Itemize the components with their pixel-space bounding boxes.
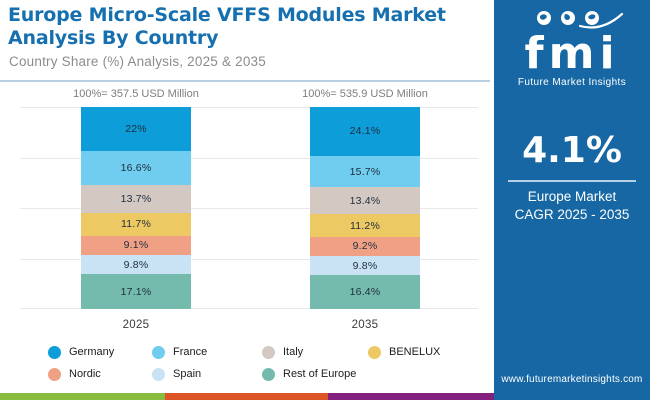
legend-item-germany: Germany [48,345,152,359]
segment-value-label: 16.6% [120,162,152,175]
x-axis-label-2025: 2025 [122,319,150,331]
gridline [20,208,478,209]
segment-value-label: 17.1% [120,285,152,298]
segment-value-label: 16.4% [349,285,381,298]
page-subtitle: Country Share (%) Analysis, 2025 & 2035 [9,54,266,69]
bar-segment-italy-2035: 13.4% [310,187,420,215]
segment-value-label: 11.2% [350,219,380,232]
legend-item-benelux: BENELUX [368,345,488,359]
legend-label: Germany [69,346,115,358]
footer-stripe [0,393,494,400]
legend-item-spain: Spain [152,367,262,381]
bar-segment-nordic-2035: 9.2% [310,237,420,256]
footer-stripe-segment [165,393,328,400]
header-divider [0,80,490,82]
segment-value-label: 15.7% [349,165,381,178]
segment-value-label: 9.1% [123,239,149,252]
segment-value-label: 13.7% [120,192,152,205]
legend-item-italy: Italy [262,345,368,359]
legend-item-rest-of-europe: Rest of Europe [262,367,368,381]
cagr-divider [508,180,636,182]
bar-segment-nordic-2025: 9.1% [81,236,191,255]
segment-value-label: 9.2% [352,240,378,253]
bar-segment-germany-2025: 22% [81,107,191,152]
bar-segment-france-2025: 16.6% [81,151,191,185]
chart-panel: Europe Micro-Scale VFFS Modules Market A… [0,4,494,400]
segment-value-label: 11.7% [121,218,151,231]
brand-sidebar: fmi Future Market Insights 4.1% Europe M… [494,0,650,400]
stacked-bar-chart: 100%= 357.5 USD Million 100%= 535.9 USD … [0,85,494,335]
stacked-bar-2025: 22% 16.6% 13.7% 11.7% 9.1% 9.8% 17.1% [81,107,191,309]
legend-label: Spain [173,368,202,380]
legend-item-nordic: Nordic [48,367,152,381]
bar-segment-rest-of-europe-2035: 16.4% [310,275,420,309]
legend-label: BENELUX [389,346,441,358]
gridline [20,308,478,309]
legend-swatch [262,367,275,381]
bar-total-label-2035: 100%= 535.9 USD Million [302,88,428,100]
legend-swatch [152,367,165,381]
cagr-market-label: Europe Market [527,189,617,204]
gridline [20,157,478,159]
fmi-logo-tagline: Future Market Insights [517,76,627,88]
segment-value-label: 13.4% [349,194,381,207]
fmi-logo-text: fmi [524,28,620,79]
footer-stripe-segment [0,393,165,400]
legend-label: Italy [283,346,304,358]
gridline [20,258,478,260]
cagr-value: 4.1% [522,130,622,171]
bar-total-label-2025: 100%= 357.5 USD Million [73,88,199,100]
segment-value-label: 9.8% [123,258,149,271]
segment-value-label: 24.1% [349,125,381,138]
plot-area: 22% 16.6% 13.7% 11.7% 9.1% 9.8% 17.1% 24.1% 15.… [20,107,478,309]
legend-label: Nordic [69,368,101,380]
legend-swatch [152,345,165,359]
bar-segment-rest-of-europe-2025: 17.1% [81,274,191,309]
bar-segment-benelux-2025: 11.7% [81,212,191,237]
legend-swatch [48,367,61,381]
legend-item-france: France [152,345,262,359]
x-axis-label-2035: 2035 [351,319,379,331]
stacked-bar-2035: 24.1% 15.7% 13.4% 11.2% 9.2% 9.8% 16.4% [310,107,420,309]
bar-segment-italy-2025: 13.7% [81,184,191,213]
bar-segment-benelux-2035: 11.2% [310,214,420,238]
gridline [20,107,478,108]
fmi-logo-globe-icons [510,8,634,35]
legend-swatch [48,345,61,359]
bar-segment-spain-2035: 9.8% [310,255,420,276]
chart-legend: Germany France Italy BENELUX Nordic Spain Rest… [48,345,488,381]
bar-segment-spain-2025: 9.8% [81,254,191,275]
cagr-period-label: CAGR 2025 - 2035 [514,207,630,222]
legend-swatch [368,345,381,359]
fmi-logo: fmi Future Market Insights [494,8,650,88]
segment-value-label: 9.8% [352,259,378,272]
bar-segment-france-2035: 15.7% [310,155,420,188]
legend-swatch [262,345,275,359]
segment-value-label: 22% [125,123,147,136]
bar-segment-germany-2035: 24.1% [310,107,420,156]
page-title: Europe Micro-Scale VFFS Modules Market A… [8,4,446,49]
legend-label: France [173,346,208,358]
website-link[interactable]: www.futuremarketinsights.com [501,374,643,385]
footer-stripe-segment [328,393,494,400]
legend-label: Rest of Europe [283,368,357,380]
